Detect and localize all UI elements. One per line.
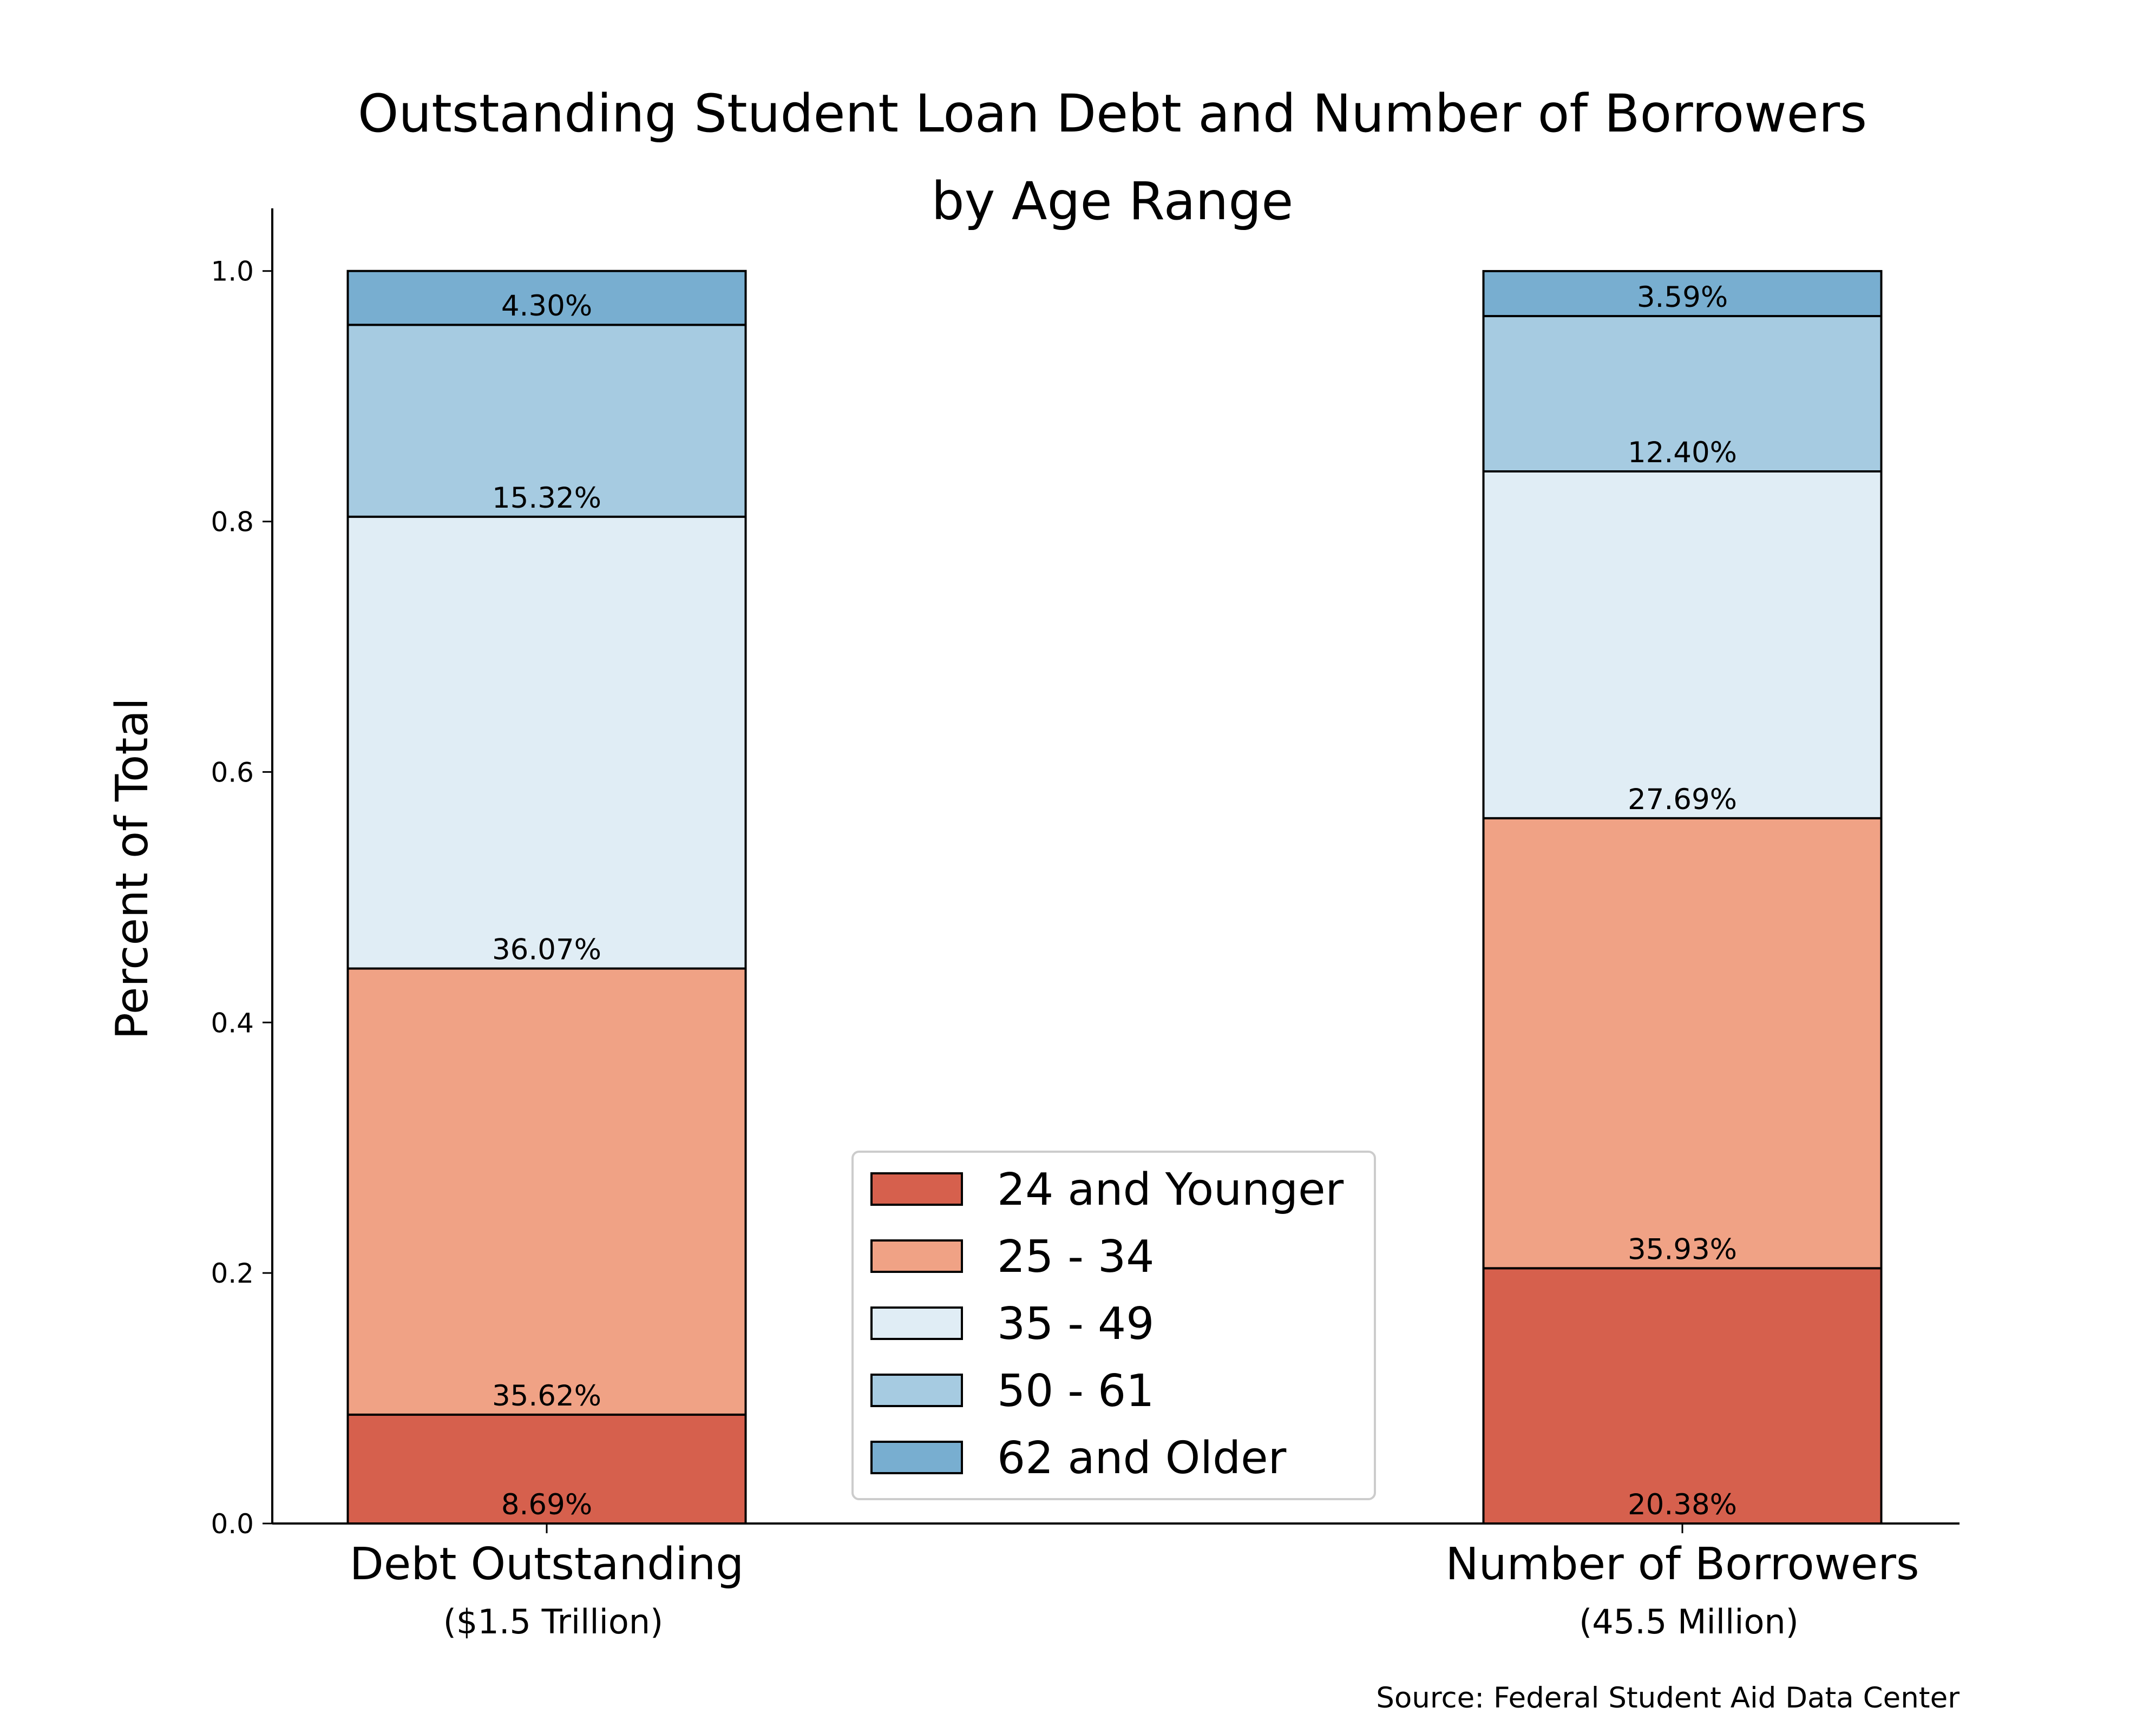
y-tick-label: 0.4 (211, 1007, 254, 1039)
legend-label: 35 - 49 (997, 1298, 1154, 1350)
segment-label: 4.30% (501, 290, 592, 323)
legend-swatch (870, 1239, 963, 1273)
segment-label: 12.40% (1628, 436, 1737, 469)
bar-segment (346, 1413, 747, 1525)
legend-label: 50 - 61 (997, 1365, 1154, 1417)
y-tick-label: 0.6 (211, 757, 254, 788)
source-note: Source: Federal Student Aid Data Center (1376, 1682, 1960, 1714)
bar-segment (346, 270, 747, 326)
x-tick-sublabel: (45.5 Million) (1579, 1602, 1799, 1641)
legend: 24 and Younger 25 - 34 35 - 49 50 - 61 62 an… (851, 1151, 1376, 1500)
x-tick-label: Debt Outstanding (350, 1539, 744, 1590)
x-tick-sublabel: ($1.5 Trillion) (443, 1602, 664, 1641)
bar-segment (1482, 817, 1883, 1270)
chart-title: Outstanding Student Loan Debt and Number… (358, 83, 1867, 144)
bar-segment (346, 515, 747, 970)
segment-labels-layer: 8.69% 35.62% 36.07% 15.32% 4.30% 20.38% 35.93%… (492, 281, 1737, 1521)
legend-label: 24 and Younger (997, 1164, 1344, 1216)
segment-label: 35.93% (1628, 1233, 1737, 1266)
segment-label: 27.69% (1628, 783, 1737, 816)
segment-label: 15.32% (492, 482, 601, 515)
segment-label: 35.62% (492, 1380, 601, 1413)
legend-label: 25 - 34 (997, 1231, 1154, 1283)
y-axis-label: Percent of Total (107, 698, 158, 1039)
bars-layer (346, 270, 1883, 1525)
legend-swatch (870, 1306, 963, 1340)
legend-label: 62 and Older (997, 1433, 1287, 1484)
bar-segment (1482, 470, 1883, 819)
x-tick-label: Number of Borrowers (1445, 1539, 1919, 1590)
bar-segment (1482, 315, 1883, 472)
legend-frame (851, 1151, 1376, 1500)
axes-layer: Debt Outstanding ($1.5 Trillion) Number of… (211, 208, 1960, 1641)
y-tick-label: 0.8 (211, 507, 254, 538)
segment-label: 3.59% (1637, 281, 1728, 314)
legend-swatch (870, 1172, 963, 1206)
legend-swatch (870, 1441, 963, 1474)
bar-segment (346, 324, 747, 518)
y-tick-label: 0.2 (211, 1258, 254, 1289)
segment-label: 36.07% (492, 934, 601, 967)
legend-swatch (870, 1374, 963, 1407)
bar-segment (346, 967, 747, 1416)
chart-subtitle: by Age Range (932, 171, 1294, 232)
segment-label: 8.69% (501, 1488, 592, 1521)
bar-segment (1482, 1267, 1883, 1525)
bar-segment (1482, 270, 1883, 318)
y-tick-label: 1.0 (211, 256, 254, 287)
segment-label: 20.38% (1628, 1488, 1737, 1521)
y-tick-label: 0.0 (211, 1508, 254, 1540)
